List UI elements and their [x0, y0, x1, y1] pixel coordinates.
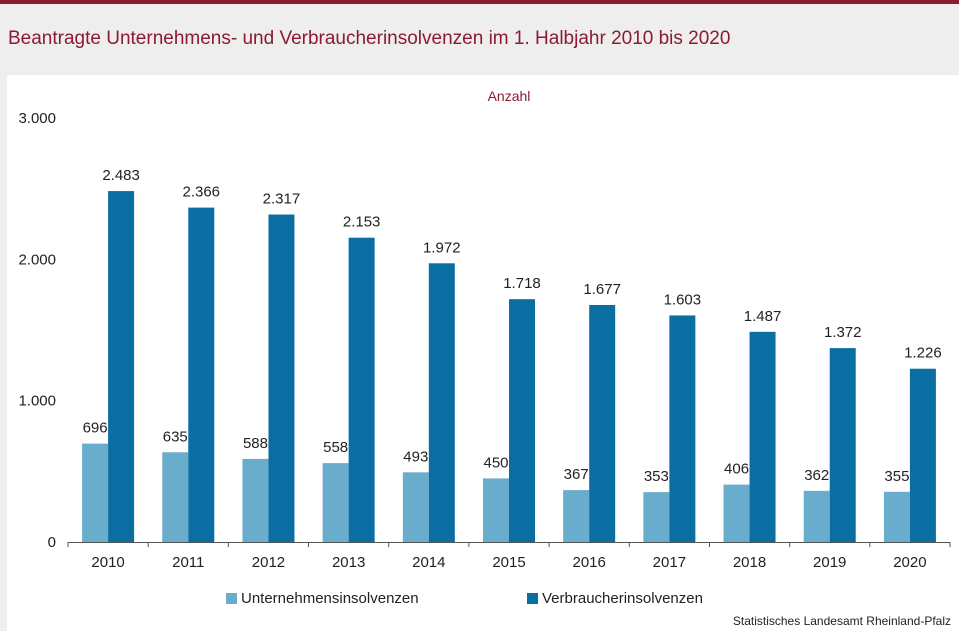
bar-verbraucher [268, 214, 295, 542]
data-label-verbraucher: 1.487 [744, 308, 782, 325]
header-band: Beantragte Unternehmens- und Verbraucher… [0, 4, 959, 67]
bar-unternehmen [162, 452, 189, 542]
x-tick-label: 2015 [492, 554, 525, 571]
data-label-unternehmen: 355 [884, 468, 909, 485]
bar-verbraucher [428, 263, 455, 542]
frame-left [0, 67, 7, 631]
bar-unternehmen [723, 484, 750, 542]
bar-unternehmen [242, 458, 269, 542]
y-tick-label: 3.000 [18, 110, 56, 127]
data-label-unternehmen: 493 [403, 448, 428, 465]
data-label-verbraucher: 2.483 [102, 167, 140, 184]
bar-verbraucher [188, 207, 215, 542]
x-tick-label: 2018 [733, 554, 766, 571]
legend-item-verbraucher: Verbraucherinsolvenzen [527, 590, 703, 607]
legend: Unternehmensinsolvenzen Verbraucherinsol… [0, 590, 959, 610]
data-label-unternehmen: 406 [724, 461, 749, 478]
bar-unternehmen [883, 491, 910, 542]
x-tick-label: 2017 [653, 554, 686, 571]
bar-unternehmen [803, 490, 830, 542]
data-label-verbraucher: 1.372 [824, 324, 862, 341]
y-tick-label: 2.000 [18, 251, 56, 268]
legend-swatch-verbraucher [527, 593, 538, 604]
data-label-verbraucher: 1.677 [583, 281, 621, 298]
data-label-verbraucher: 1.718 [503, 275, 541, 292]
legend-label-unternehmen: Unternehmensinsolvenzen [241, 590, 419, 607]
y-tick-label: 0 [48, 534, 56, 551]
frame-gap [0, 67, 959, 75]
bar-unternehmen [483, 478, 509, 542]
data-label-verbraucher: 1.972 [423, 239, 461, 256]
legend-item-unternehmen: Unternehmensinsolvenzen [226, 590, 419, 607]
bar-verbraucher [589, 304, 616, 542]
bar-verbraucher [909, 368, 936, 542]
bar-unternehmen [643, 492, 670, 542]
x-tick-label: 2019 [813, 554, 846, 571]
data-label-verbraucher: 1.603 [664, 291, 702, 308]
source-note: Statistisches Landesamt Rheinland-Pfalz [732, 614, 951, 628]
data-label-unternehmen: 362 [804, 467, 829, 484]
bar-unternehmen [563, 490, 590, 542]
data-label-verbraucher: 1.226 [904, 345, 942, 362]
x-tick-label: 2011 [172, 554, 204, 571]
bar-verbraucher [669, 315, 696, 542]
data-label-unternehmen: 558 [323, 439, 348, 456]
data-label-verbraucher: 2.153 [343, 214, 381, 231]
x-tick-label: 2016 [572, 554, 605, 571]
data-label-verbraucher: 2.317 [263, 191, 301, 208]
bar-verbraucher [108, 191, 135, 542]
top-rule [0, 0, 959, 4]
x-tick-label: 2012 [252, 554, 285, 571]
data-label-unternehmen: 588 [243, 435, 268, 452]
x-tick-label: 2013 [332, 554, 365, 571]
data-label-verbraucher: 2.366 [182, 184, 220, 201]
legend-swatch-unternehmen [226, 593, 237, 604]
chart-title: Beantragte Unternehmens- und Verbraucher… [8, 28, 731, 49]
data-label-unternehmen: 353 [644, 468, 669, 485]
bar-verbraucher [348, 237, 375, 542]
bar-unternehmen [322, 463, 349, 542]
y-axis-label: Anzahl [488, 88, 531, 104]
data-label-unternehmen: 367 [564, 466, 589, 483]
data-label-unternehmen: 450 [483, 454, 508, 471]
bar-unternehmen [82, 443, 109, 542]
legend-label-verbraucher: Verbraucherinsolvenzen [542, 590, 703, 607]
bar-verbraucher [509, 299, 535, 542]
y-tick-label: 1.000 [18, 393, 56, 410]
x-tick-label: 2020 [893, 554, 926, 571]
x-tick-label: 2010 [91, 554, 124, 571]
data-label-unternehmen: 696 [83, 420, 108, 437]
x-tick-label: 2014 [412, 554, 445, 571]
bar-verbraucher [829, 348, 856, 542]
data-label-unternehmen: 635 [163, 428, 188, 445]
bar-unternehmen [402, 472, 429, 542]
bar-verbraucher [749, 331, 776, 542]
